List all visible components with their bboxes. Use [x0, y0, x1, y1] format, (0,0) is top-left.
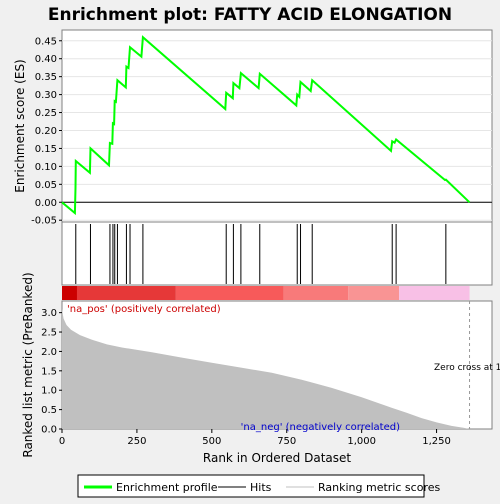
zero-cross-label: Zero cross at 1360	[434, 363, 500, 373]
ranking-heat-bar	[62, 286, 470, 300]
metric-y-tick-label: 3.0	[41, 308, 57, 319]
heat-bar-segment	[62, 286, 77, 300]
es-grid	[62, 40, 492, 221]
hit-markers	[75, 224, 447, 284]
es-y-tick-label: 0.25	[35, 108, 57, 119]
x-tick-label: 500	[202, 436, 221, 447]
legend-box	[77, 474, 425, 498]
metric-y-tick-label: 1.0	[41, 386, 57, 397]
x-tick-label: 0	[59, 436, 65, 447]
metric-y-tick-label: 0.5	[41, 405, 57, 416]
hits-panel-frame	[61, 221, 493, 286]
x-axis: 0 250 500 750 1,000 1,250	[59, 429, 451, 447]
metric-y-tick-label: 0.0	[41, 425, 57, 436]
enrichment-profile-line	[61, 35, 471, 216]
heat-bar-segment	[175, 286, 284, 300]
es-y-tick-label: 0.40	[35, 54, 57, 65]
x-tick-label: 1,250	[422, 436, 451, 447]
es-y-tick-label: -0.05	[31, 216, 57, 227]
pos-correlated-label: 'na_pos' (positively correlated)	[67, 304, 221, 315]
legend-label: Hits	[250, 481, 272, 494]
es-y-tick-label: 0.10	[35, 162, 57, 173]
x-tick-label: 1,000	[347, 436, 376, 447]
metric-y-label: Ranked list metric (PreRanked)	[21, 272, 35, 457]
es-y-tick-label: 0.00	[35, 198, 57, 209]
heat-bar-segment	[348, 286, 400, 300]
neg-correlated-label: 'na_neg' (negatively correlated)	[241, 422, 400, 433]
ranking-metric-area	[62, 308, 470, 429]
metric-y-axis: 0.0 0.5 1.0 1.5 2.0 2.5 3.0	[41, 308, 62, 436]
x-tick-label: 250	[127, 436, 146, 447]
metric-y-tick-label: 1.5	[41, 366, 57, 377]
es-y-label: Enrichment score (ES)	[13, 59, 27, 192]
metric-y-tick-label: 2.5	[41, 328, 57, 339]
chart-title: Enrichment plot: FATTY ACID ELONGATION	[48, 5, 452, 25]
heat-bar-segment	[283, 286, 349, 300]
heat-bar-segment	[399, 286, 470, 300]
legend: Enrichment profile Hits Ranking metric sco…	[84, 481, 440, 494]
es-y-tick-label: 0.05	[35, 180, 57, 191]
es-y-axis: -0.05 0.00 0.05 0.10 0.15 0.20 0.25 0.30 0.35 0.4…	[31, 36, 62, 227]
es-panel-frame	[61, 29, 493, 223]
x-axis-label: Rank in Ordered Dataset	[203, 451, 351, 465]
es-y-tick-label: 0.35	[35, 72, 57, 83]
es-y-tick-label: 0.20	[35, 126, 57, 137]
legend-label: Enrichment profile	[116, 481, 218, 494]
es-y-tick-label: 0.15	[35, 144, 57, 155]
x-tick-label: 750	[277, 436, 296, 447]
metric-y-tick-label: 2.0	[41, 347, 57, 358]
es-y-tick-label: 0.30	[35, 90, 57, 101]
legend-label: Ranking metric scores	[318, 481, 440, 494]
heat-bar-segment	[76, 286, 176, 300]
es-y-tick-label: 0.45	[35, 36, 57, 47]
